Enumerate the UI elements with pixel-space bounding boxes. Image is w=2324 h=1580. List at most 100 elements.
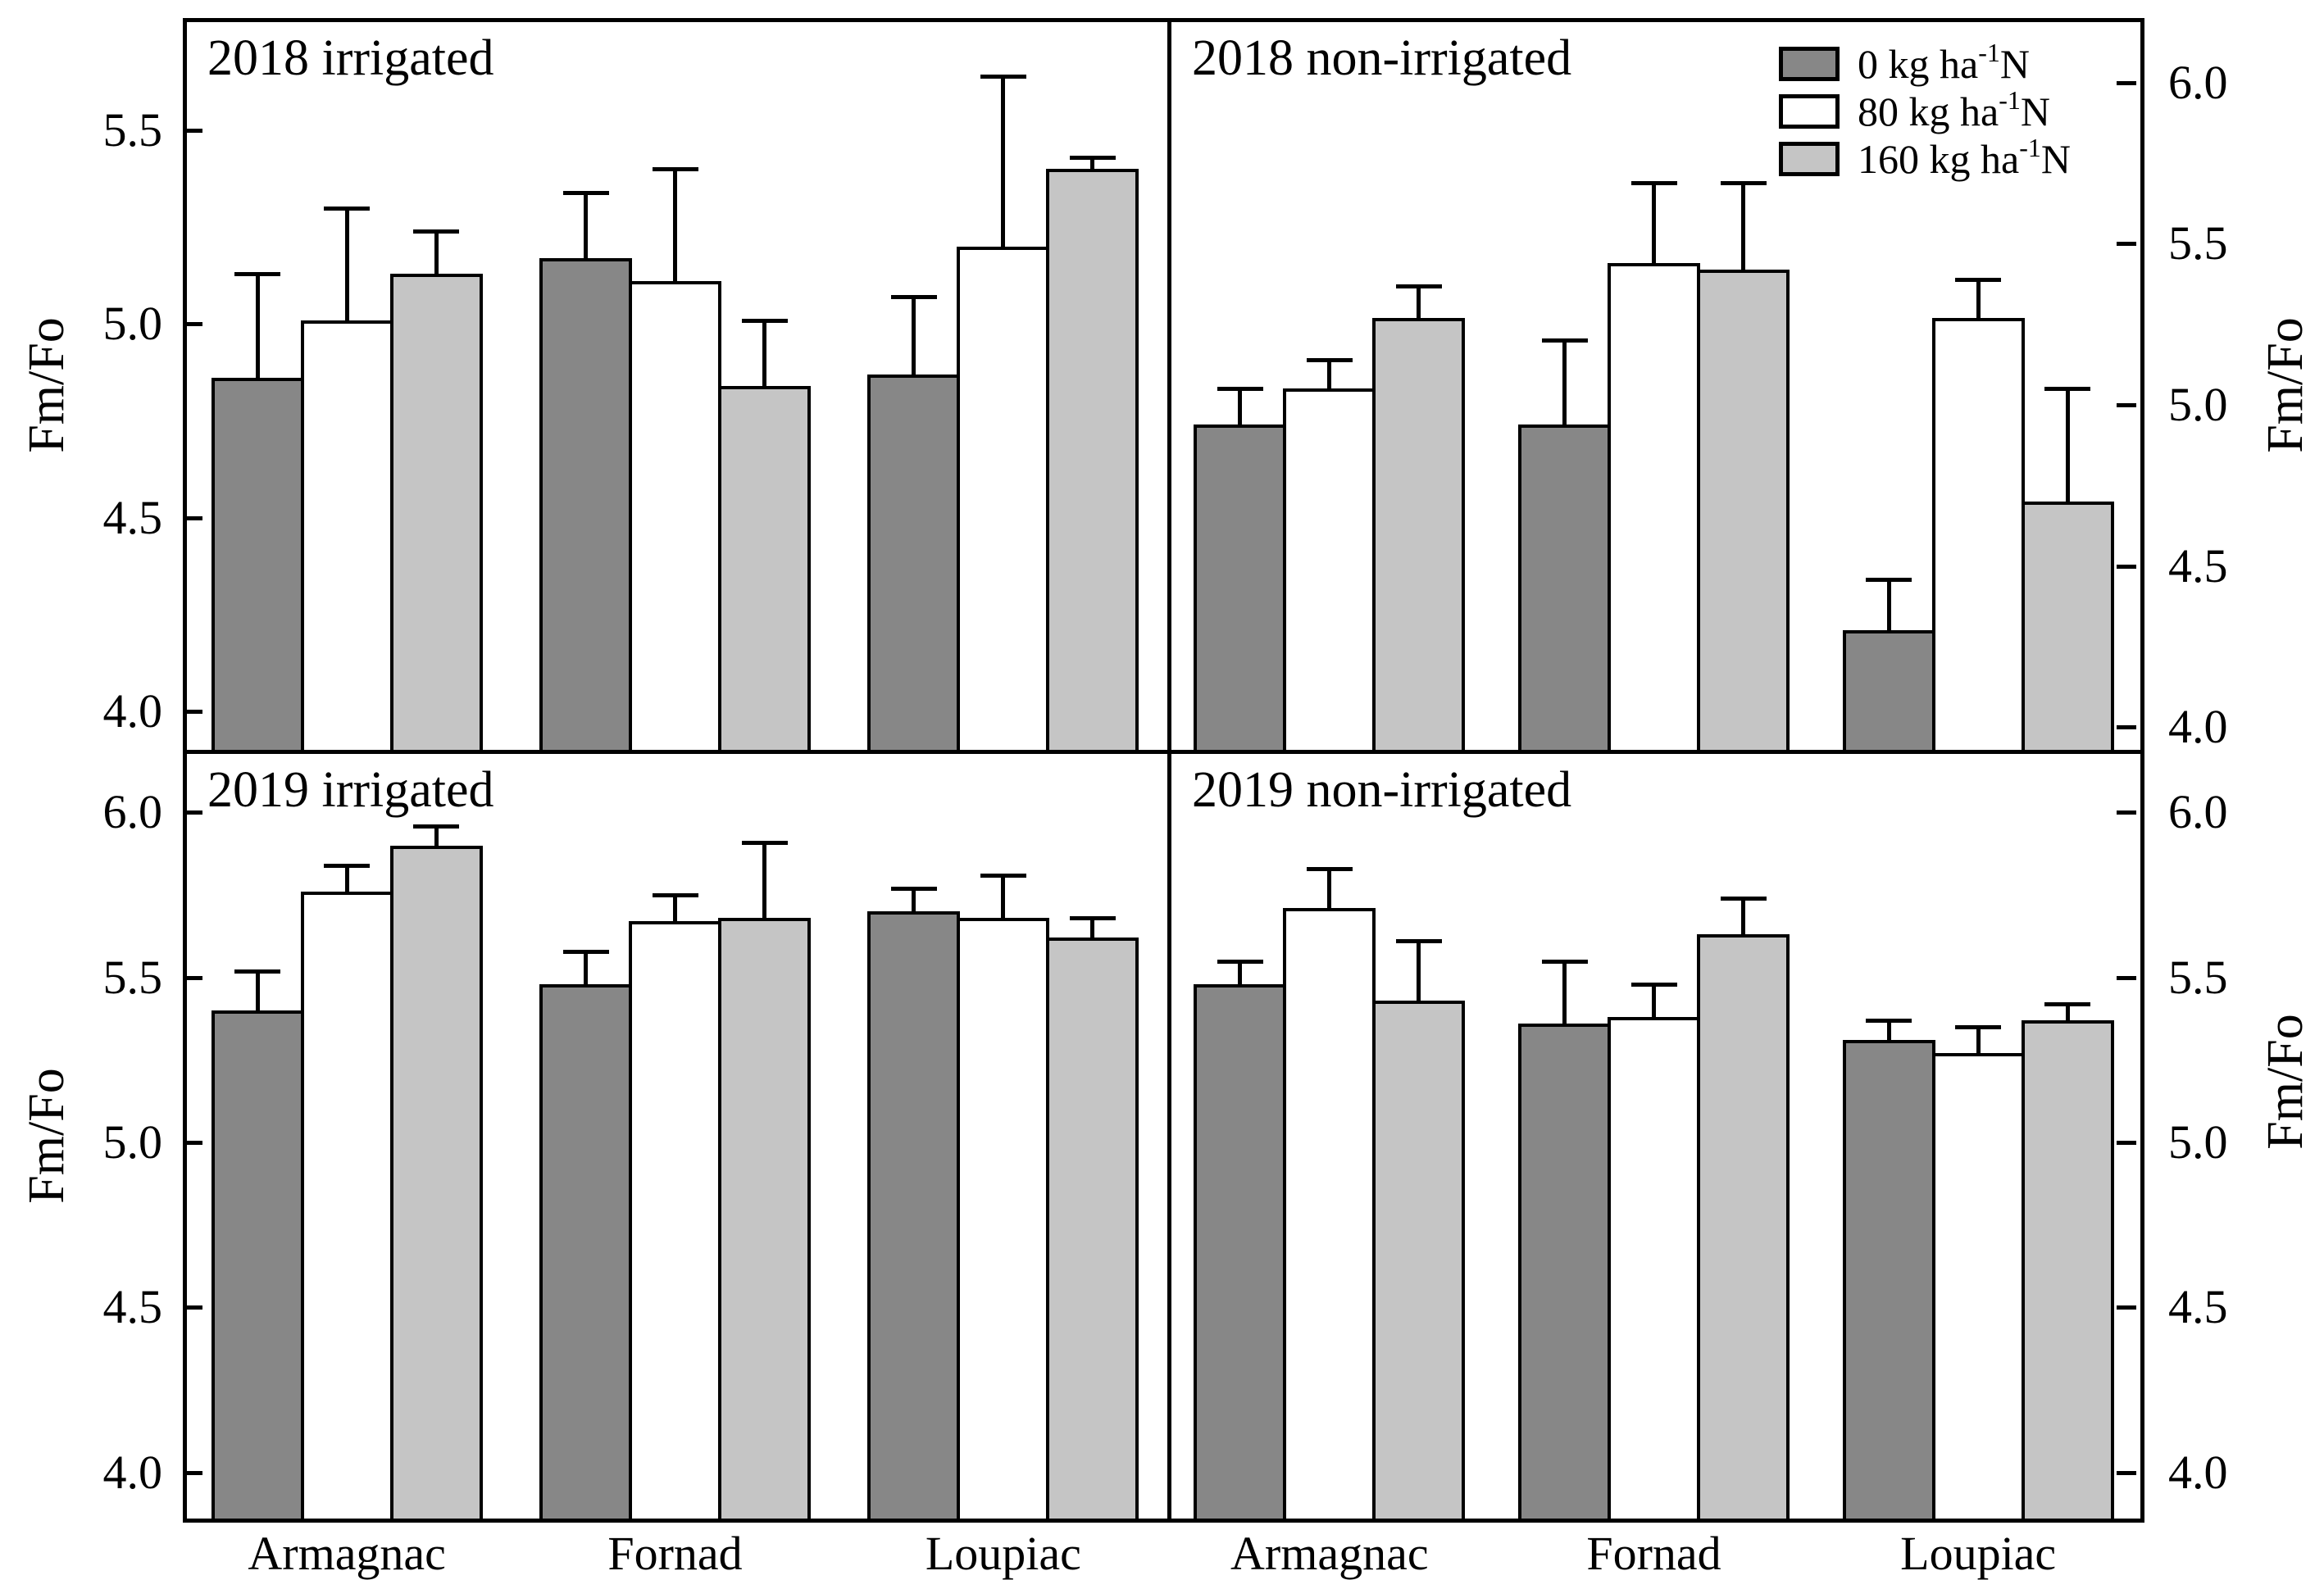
panel-title-2019-non-irrigated: 2019 non-irrigated [1192,762,1572,818]
error-bar-cap [1217,959,1263,964]
error-bar-cap [1955,1025,2002,1030]
legend-row-0n: 0 kg ha-1N [1779,39,2071,90]
legend-row-160n: 160 kg ha-1N [1779,133,2071,185]
panel-title-2018-irrigated: 2018 irrigated [207,30,494,86]
bar-2018-non-irrigated-Loupiac-0 kg ha⁻¹N [1842,630,1935,754]
y-tick-label: 4.5 [102,1280,163,1334]
bar-2019-non-irrigated-Loupiac-80 kg ha⁻¹N [1931,1053,2025,1523]
legend-row-80n: 80 kg ha-1N [1779,87,2071,138]
y-tick [183,1305,202,1310]
error-bar-cap [1955,277,2002,282]
bar-2019-irrigated-Armagnac-0 kg ha⁻¹N [211,1010,304,1523]
error-bar-line [1417,941,1421,1003]
legend-swatch-0n-icon [1779,47,1840,81]
error-bar-cap [1541,338,1588,343]
error-bar-cap [413,229,460,234]
error-bar-line [1562,960,1567,1027]
bar-2018-non-irrigated-Armagnac-80 kg ha⁻¹N [1283,388,1376,754]
y-tick-label: 5.0 [2168,1115,2228,1169]
plot-frame-right [2140,18,2144,1523]
error-bar-line [1652,182,1656,266]
bar-2019-non-irrigated-Fornad-0 kg ha⁻¹N [1518,1024,1611,1523]
bar-2018-non-irrigated-Fornad-0 kg ha⁻¹N [1518,424,1611,754]
error-bar-line [1976,1027,1981,1056]
bar-2019-non-irrigated-Armagnac-0 kg ha⁻¹N [1194,983,1287,1523]
error-bar-cap [1630,982,1677,987]
bar-2019-non-irrigated-Fornad-80 kg ha⁻¹N [1608,1017,1700,1523]
y-tick [2117,564,2136,569]
error-bar-cap [2044,387,2091,392]
error-bar-line [1562,340,1567,427]
bar-2018-non-irrigated-Fornad-80 kg ha⁻¹N [1608,262,1700,754]
bar-2019-non-irrigated-Fornad-160 kg ha⁻¹N [1697,934,1790,1523]
error-bar-cap [234,271,281,276]
error-bar-line [1327,868,1332,911]
plot-frame-left [183,18,187,1523]
bar-2018-non-irrigated-Loupiac-80 kg ha⁻¹N [1931,317,2025,754]
legend: 0 kg ha-1N 80 kg ha-1N 160 kg ha-1N [1779,39,2071,185]
error-bar-cap [652,893,698,898]
error-bar-cap [562,190,609,195]
bar-2018-non-irrigated-Armagnac-0 kg ha⁻¹N [1194,424,1287,754]
x-category-label-Armagnac: Armagnac [1230,1527,1429,1580]
bar-2018-non-irrigated-Loupiac-160 kg ha⁻¹N [2021,502,2114,754]
error-bar-cap [890,887,937,892]
y-tick-label: 6.0 [2168,55,2228,109]
y-tick-label: 4.5 [2168,1280,2228,1334]
y-tick-label: 5.0 [102,1115,163,1169]
y-tick [2117,1470,2136,1475]
bar-2019-non-irrigated-Armagnac-80 kg ha⁻¹N [1283,908,1376,1523]
y-tick-label: 6.0 [2168,785,2228,839]
bar-2019-irrigated-Armagnac-80 kg ha⁻¹N [300,892,393,1523]
error-bar-line [255,273,260,381]
error-bar-line [1652,983,1656,1020]
error-bar-line [255,970,260,1014]
bar-2018-irrigated-Armagnac-0 kg ha⁻¹N [211,378,304,754]
bar-2019-irrigated-Loupiac-160 kg ha⁻¹N [1046,938,1139,1523]
error-bar-cap [980,74,1026,79]
error-bar-line [1741,182,1745,272]
error-bar-cap [413,824,460,829]
error-bar-line [1886,579,1891,633]
error-bar-line [762,320,766,388]
y-tick [2117,975,2136,980]
bar-2018-irrigated-Loupiac-80 kg ha⁻¹N [957,246,1050,754]
y-tick-label: 4.5 [102,490,163,544]
y-axis-label-right-bottom: Fm/Fo [2258,1014,2313,1150]
bar-2018-irrigated-Fornad-160 kg ha⁻¹N [718,385,811,754]
error-bar-line [1741,898,1745,938]
bar-2019-non-irrigated-Loupiac-0 kg ha⁻¹N [1842,1040,1935,1523]
bar-2019-non-irrigated-Armagnac-160 kg ha⁻¹N [1372,1000,1466,1523]
y-tick [2117,1305,2136,1310]
error-bar-cap [1866,1019,1912,1024]
y-tick [183,709,202,714]
y-tick-label: 6.0 [102,785,163,839]
error-bar-line [673,895,677,924]
bar-2019-non-irrigated-Loupiac-160 kg ha⁻¹N [2021,1020,2114,1523]
legend-label-160n: 160 kg ha-1N [1858,133,2071,182]
error-bar-cap [1306,866,1353,871]
plot-divider-vertical [1167,18,1171,1523]
legend-swatch-80n-icon [1779,94,1840,129]
y-tick-label: 4.0 [102,683,163,738]
bar-2019-irrigated-Armagnac-160 kg ha⁻¹N [389,845,483,1523]
y-tick [2117,725,2136,730]
error-bar-cap [1395,284,1442,288]
error-bar-cap [1069,156,1116,161]
error-bar-line [434,825,439,848]
bar-2018-irrigated-Armagnac-160 kg ha⁻¹N [389,273,483,754]
bar-2018-irrigated-Loupiac-0 kg ha⁻¹N [867,374,961,754]
error-bar-cap [1630,180,1677,185]
y-tick-label: 5.5 [102,950,163,1004]
bar-2018-irrigated-Fornad-80 kg ha⁻¹N [629,281,721,754]
y-tick [2117,403,2136,408]
error-bar-line [1090,918,1095,941]
error-bar-line [584,951,588,987]
plot-frame-top [183,18,2144,22]
panel-title-2019-irrigated: 2019 irrigated [207,762,494,818]
error-bar-line [1090,157,1095,172]
error-bar-cap [741,840,788,845]
bar-2019-irrigated-Fornad-80 kg ha⁻¹N [629,921,721,1523]
error-bar-line [1417,285,1421,320]
